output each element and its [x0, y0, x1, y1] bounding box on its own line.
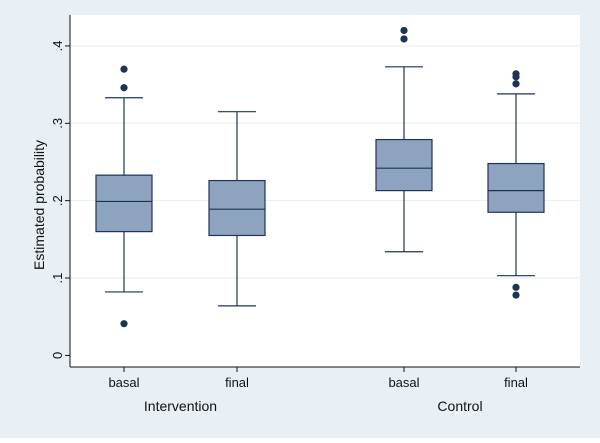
outlier-point — [120, 320, 128, 328]
box-layer — [95, 26, 545, 328]
x-tick-label: basal — [108, 375, 139, 390]
y-tick-label: .4 — [50, 41, 65, 52]
axis-layer: basal final basal final Intervention Control 0… — [50, 15, 580, 414]
x-tick-label: final — [504, 375, 528, 390]
x-group-label: Control — [437, 398, 482, 414]
x-tick-label: basal — [388, 375, 419, 390]
outlier-point — [120, 65, 128, 73]
iqr-box — [208, 179, 266, 237]
y-tick-label: .3 — [50, 118, 65, 129]
outlier-point — [400, 26, 408, 35]
outlier-point — [512, 283, 520, 291]
x-tick-label: final — [225, 375, 249, 390]
iqr-box — [95, 174, 153, 233]
y-tick-label: .1 — [50, 273, 65, 284]
outlier-point — [512, 70, 520, 78]
y-tick-label: 0 — [50, 352, 65, 359]
iqr-box — [375, 138, 433, 192]
iqr-box — [487, 162, 545, 213]
outlier-point — [400, 35, 408, 43]
y-axis-label: Estimated probability — [31, 140, 47, 270]
box-control-basal — [375, 26, 433, 253]
outlier-point — [120, 84, 128, 92]
box-intervention-basal — [95, 65, 153, 328]
box-intervention-final — [208, 111, 266, 307]
x-group-label: Intervention — [144, 398, 217, 414]
outlier-point — [512, 291, 520, 299]
y-tick-label: .2 — [50, 195, 65, 206]
box-control-final — [487, 70, 545, 299]
outlier-point — [512, 80, 520, 88]
